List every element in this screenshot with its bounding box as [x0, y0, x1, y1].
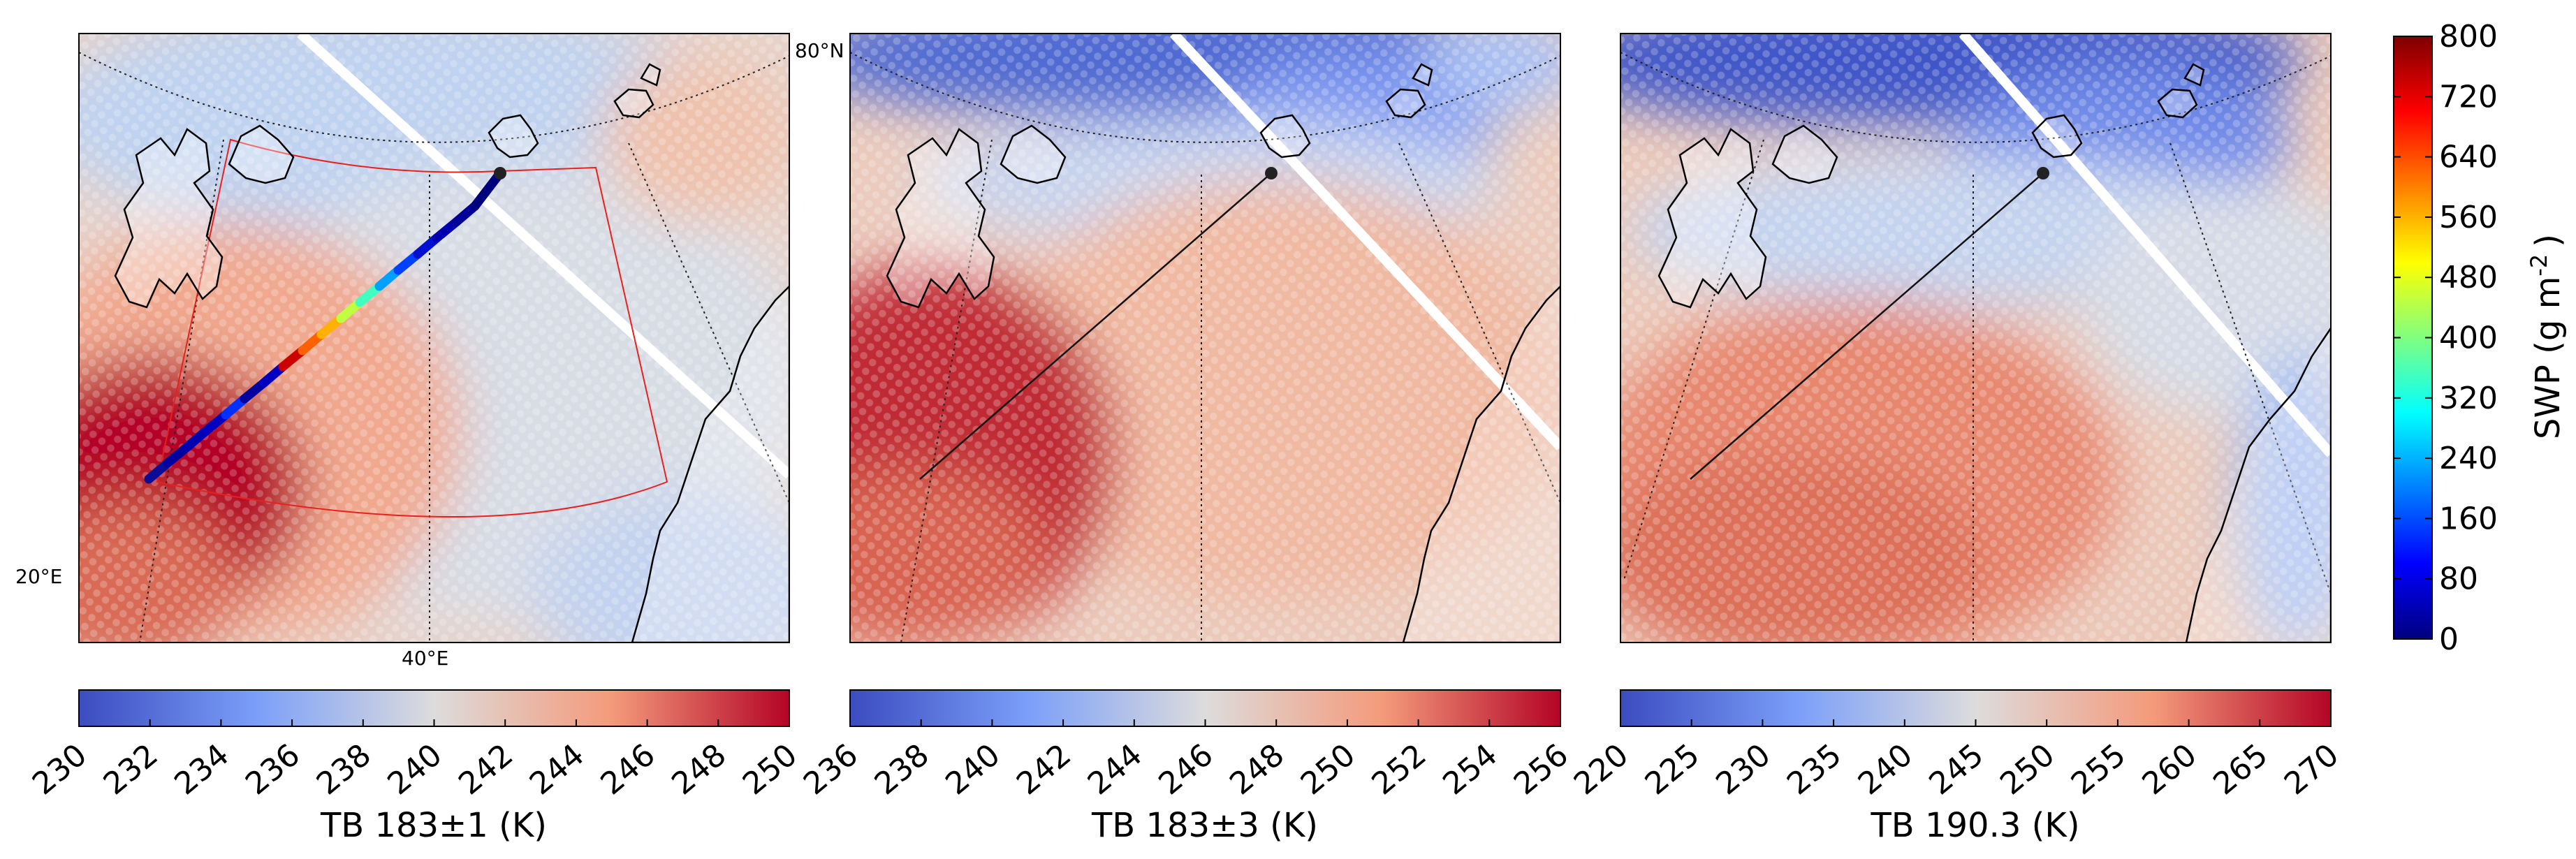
colorbar-tick-label: 246 — [594, 737, 662, 802]
colorbar-tick-label: 254 — [1436, 737, 1504, 802]
colorbar-tick-label: 234 — [168, 737, 235, 802]
colorbar-tick-label: 260 — [2136, 737, 2204, 802]
colorbar-tick-label: 255 — [2065, 737, 2132, 802]
swp-tick-label: 560 — [2439, 200, 2498, 235]
lon-label-40e: 40°E — [402, 647, 448, 670]
colorbar-tick-label: 270 — [2278, 737, 2346, 802]
colorbar-label-tb183-1: TB 183±1 (K) — [320, 806, 547, 845]
colorbar-tick-label: 240 — [939, 737, 1007, 802]
colorbar-tick-label: 236 — [797, 737, 865, 802]
map-panel-tb183-3 — [850, 34, 1560, 643]
colorbar-tick-label: 235 — [1780, 737, 1848, 802]
colorbar-tick-label: 242 — [452, 737, 520, 802]
colorbar-tick-label: 250 — [736, 737, 804, 802]
lat-label-80n: 80°N — [795, 39, 844, 62]
swp-tick-label: 640 — [2439, 140, 2498, 175]
colorbar-tick-label: 240 — [1852, 737, 1919, 802]
map-frame-3 — [1620, 33, 2332, 643]
swp-tick-label: 0 — [2439, 622, 2459, 657]
swp-tick-label: 400 — [2439, 321, 2498, 356]
colorbar-tick-label: 248 — [665, 737, 733, 802]
colorbar-tick-label: 238 — [868, 737, 936, 802]
colorbar-tick-label: 248 — [1223, 737, 1291, 802]
colorbar-tick-label: 244 — [523, 737, 591, 802]
colorbar-tick-label: 250 — [1993, 737, 2061, 802]
colorbar-tick-label: 256 — [1507, 737, 1575, 802]
swp-transect — [144, 168, 505, 484]
colorbar-tick-label: 238 — [310, 737, 378, 802]
colorbar-tick-label: 240 — [381, 737, 448, 802]
lon-label-20e: 20°E — [15, 565, 62, 588]
swp-label: SWP (g m-2) — [2526, 234, 2568, 439]
colorbar-tick-label: 246 — [1152, 737, 1220, 802]
colorbar-tick-label: 252 — [1366, 737, 1433, 802]
swp-tick-label: 320 — [2439, 381, 2498, 416]
colorbar-tick-label: 244 — [1081, 737, 1149, 802]
colorbar-tick-label: 265 — [2207, 737, 2274, 802]
colorbar-tick-label: 245 — [1922, 737, 1990, 802]
swp-tick-label: 80 — [2439, 561, 2478, 597]
colorbar-label-tb183-3: TB 183±3 (K) — [1091, 806, 1318, 845]
swp-tick-label: 480 — [2439, 260, 2498, 295]
colorbar-tick-label: 250 — [1294, 737, 1362, 802]
colorbar-tick-label: 225 — [1639, 737, 1706, 802]
colorbar-tick-label: 232 — [97, 737, 165, 802]
swp-tick-label: 160 — [2439, 501, 2498, 536]
colorbar-tick-label: 230 — [26, 737, 94, 802]
colorbar-tick-label: 242 — [1010, 737, 1078, 802]
swp-tick-label: 240 — [2439, 441, 2498, 476]
colorbar-tick-label: 230 — [1709, 737, 1777, 802]
colorbar-label-tb190: TB 190.3 (K) — [1870, 806, 2079, 845]
map-panel-tb183-1 — [79, 34, 789, 643]
colorbar-tick-label: 220 — [1567, 737, 1635, 802]
colorbar-tick-label: 236 — [239, 737, 307, 802]
swp-tick-label: 800 — [2439, 19, 2498, 54]
map-frame-1 — [78, 33, 790, 643]
map-frame-2 — [849, 33, 1561, 643]
map-panel-tb190 — [1620, 34, 2331, 643]
swp-tick-label: 720 — [2439, 79, 2498, 115]
